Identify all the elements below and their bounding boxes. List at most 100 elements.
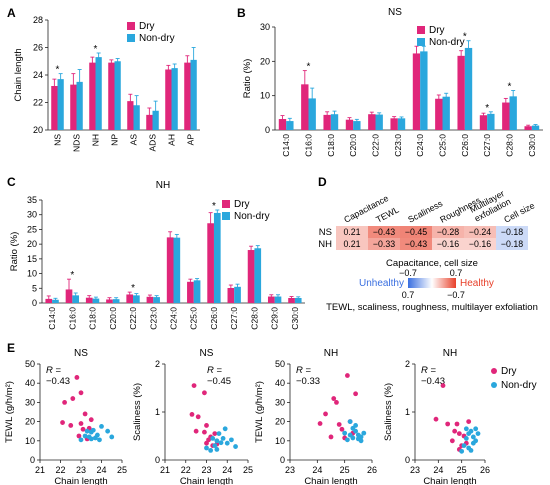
bar-non-dry xyxy=(509,96,517,130)
x-tick-label: 21 xyxy=(35,465,45,475)
point-non-dry xyxy=(350,435,356,441)
heatmap-cell xyxy=(336,238,368,250)
x-tick-label: NS xyxy=(53,134,63,146)
point-dry xyxy=(466,419,472,424)
heatmap-cell-value: 0.21 xyxy=(343,227,360,237)
point-non-dry xyxy=(204,445,209,451)
x-tick-label: C26:0 xyxy=(460,134,470,157)
y-tick-label: 20 xyxy=(33,125,43,135)
heatmap-cell-value: −0.28 xyxy=(437,227,459,237)
heatmap-cell xyxy=(464,226,496,238)
x-tick-label: 23 xyxy=(410,465,420,475)
x-tick-label: C14:0 xyxy=(47,307,57,330)
x-tick-label: C20:0 xyxy=(108,307,118,330)
bar-non-dry xyxy=(375,114,383,130)
bar-dry xyxy=(187,281,194,303)
point-dry xyxy=(191,383,197,388)
bar-non-dry xyxy=(171,68,178,130)
point-non-dry xyxy=(97,437,102,443)
scatter-plot-e1: NS 0 10 20 30 40 50 21 22 23 24 25 Chain length TEWL … xyxy=(4,348,127,485)
scale-low-top: −0.7 xyxy=(399,268,417,278)
bar-non-dry xyxy=(92,298,100,303)
x-tick-label: C26:0 xyxy=(209,307,219,330)
point-dry xyxy=(76,433,82,439)
point-dry xyxy=(202,390,207,396)
heatmap-row-label: NH xyxy=(318,239,332,250)
y-axis-label: Ratio (%) xyxy=(242,59,253,99)
bar-dry xyxy=(126,294,134,303)
x-tick-label: C24:0 xyxy=(169,307,179,330)
point-non-dry xyxy=(109,434,115,440)
x-tick-label: C18:0 xyxy=(326,134,336,157)
bar-dry xyxy=(166,237,174,303)
y-tick-label: 1 xyxy=(155,407,160,417)
point-non-dry xyxy=(84,428,90,434)
point-dry xyxy=(80,426,86,432)
legend-label-non-dry: Non-dry xyxy=(139,33,175,44)
bar-non-dry xyxy=(190,59,197,130)
y-tick-label: 0 xyxy=(155,455,160,465)
bar-dry xyxy=(108,62,115,130)
point-dry xyxy=(331,396,337,401)
x-tick-label: C30:0 xyxy=(527,134,537,157)
legend-swatch-non-dry xyxy=(222,212,230,220)
bar-dry xyxy=(85,297,93,303)
point-dry xyxy=(60,420,65,425)
scatter-plot-e3: NH 0 10 20 30 40 50 23 24 25 26 Chain length TEWL (g… xyxy=(254,348,377,485)
bar-dry xyxy=(70,84,77,130)
point-non-dry xyxy=(222,426,228,432)
point-dry xyxy=(456,431,462,436)
legend-swatch-non-dry xyxy=(417,38,425,46)
scatter-title: NS xyxy=(74,348,88,359)
bar-dry xyxy=(278,119,287,130)
significance-star: * xyxy=(56,65,60,76)
y-tick-label: 2 xyxy=(155,359,160,369)
point-non-dry xyxy=(216,431,222,436)
bar-non-dry xyxy=(173,237,181,303)
x-tick-label: AS xyxy=(129,134,139,146)
x-tick-label: C27:0 xyxy=(482,134,492,157)
point-non-dry xyxy=(224,440,230,446)
x-tick-label: 25 xyxy=(340,465,350,475)
y-tick-label: 15 xyxy=(27,254,37,264)
scatter-title: NS xyxy=(200,348,214,359)
point-non-dry xyxy=(208,448,214,453)
bar-non-dry xyxy=(213,212,221,303)
point-non-dry xyxy=(212,443,218,448)
heatmap-cell-value: −0.24 xyxy=(469,227,491,237)
bar-dry xyxy=(51,86,58,130)
heatmap-cell-value: −0.18 xyxy=(501,239,523,249)
y-tick-label: 30 xyxy=(275,397,285,407)
bar-dry xyxy=(288,297,295,303)
bar-dry xyxy=(368,114,376,130)
y-tick-label: 10 xyxy=(25,436,35,446)
point-non-dry xyxy=(342,430,348,436)
x-tick-label: 21 xyxy=(160,465,170,475)
y-tick-label: 20 xyxy=(25,417,35,427)
legend-label-non-dry: Non-dry xyxy=(501,380,537,391)
bar-non-dry xyxy=(52,299,59,303)
point-non-dry xyxy=(214,447,220,452)
scatter-title: NH xyxy=(324,348,338,359)
x-axis-label: Chain length xyxy=(180,476,233,485)
point-dry xyxy=(345,373,350,378)
point-non-dry xyxy=(475,431,481,436)
legend-swatch-dry xyxy=(222,200,230,208)
y-axis-label: TEWL (g/h/m²) xyxy=(4,381,15,443)
heatmap-cell xyxy=(432,226,464,238)
x-tick-label: C22:0 xyxy=(128,307,138,330)
y-tick-label: 20 xyxy=(275,417,285,427)
legend-swatch-dry xyxy=(127,22,135,30)
x-tick-label: C30:0 xyxy=(290,307,300,330)
chart-title: NH xyxy=(156,180,170,191)
heatmap-cell-value: −0.45 xyxy=(405,227,427,237)
y-tick-label: 10 xyxy=(27,269,37,279)
x-tick-label: C25:0 xyxy=(438,134,448,157)
bar-dry xyxy=(301,84,309,130)
y-tick-label: 0 xyxy=(30,455,35,465)
bar-non-dry xyxy=(133,295,140,303)
x-axis-label: Chain length xyxy=(54,476,107,485)
point-non-dry xyxy=(214,438,220,444)
point-dry xyxy=(449,438,455,444)
